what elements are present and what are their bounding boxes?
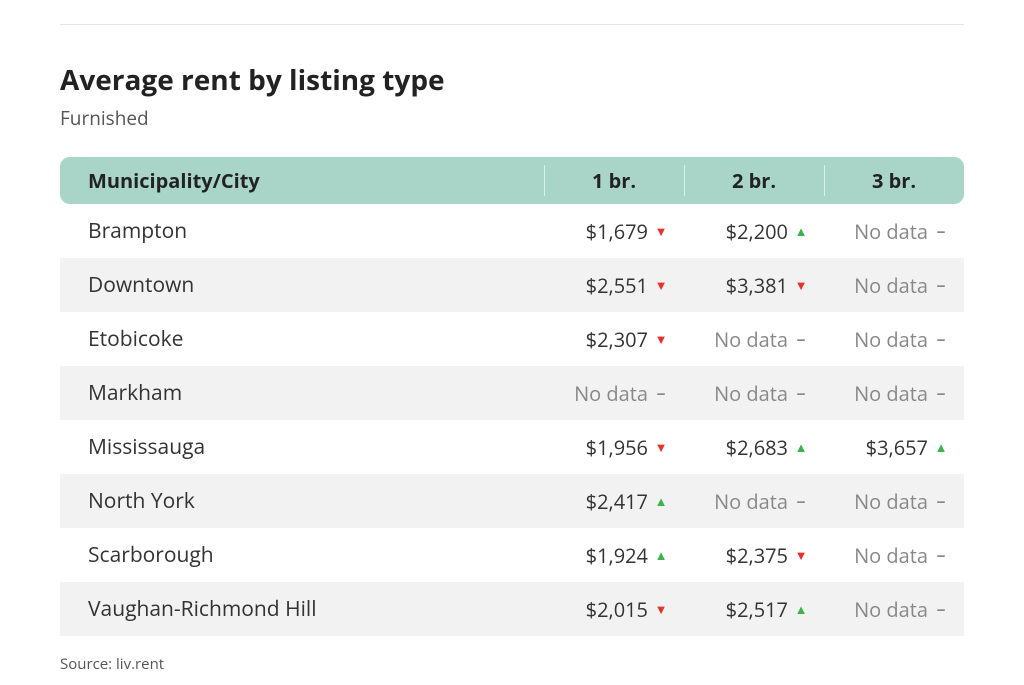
- cell-rent: No data–: [824, 258, 964, 312]
- rent-value: $1,679: [586, 218, 648, 245]
- trend-flat-icon: –: [934, 384, 948, 402]
- trend-down-icon: ▼: [654, 441, 668, 454]
- cell-city: Scarborough: [60, 528, 544, 582]
- page-subtitle: Furnished: [60, 105, 964, 131]
- cell-rent: $1,679 ▼: [544, 204, 684, 258]
- table-row: MarkhamNo data–No data–No data–: [60, 366, 964, 420]
- trend-flat-icon: –: [794, 492, 808, 510]
- cell-city: Downtown: [60, 258, 544, 312]
- rent-value: $2,417: [586, 488, 648, 515]
- cell-rent: No data–: [684, 474, 824, 528]
- trend-down-icon: ▼: [654, 333, 668, 346]
- table-row: Scarborough $1,924 ▲ $2,375 ▼ No data–: [60, 528, 964, 582]
- trend-down-icon: ▼: [654, 225, 668, 238]
- table-row: Downtown $2,551 ▼ $3,381 ▼ No data–: [60, 258, 964, 312]
- col-header-municipality: Municipality/City: [60, 157, 544, 204]
- trend-down-icon: ▼: [654, 279, 668, 292]
- cell-rent: $2,375 ▼: [684, 528, 824, 582]
- trend-up-icon: ▲: [934, 441, 948, 454]
- trend-flat-icon: –: [794, 330, 808, 348]
- page-title: Average rent by listing type: [60, 61, 964, 99]
- cell-rent: $2,417 ▲: [544, 474, 684, 528]
- cell-city: North York: [60, 474, 544, 528]
- rent-value: $2,683: [726, 434, 788, 461]
- rent-value: $2,200: [726, 218, 788, 245]
- cell-rent: $2,307 ▼: [544, 312, 684, 366]
- trend-flat-icon: –: [934, 222, 948, 240]
- cell-rent: No data–: [824, 204, 964, 258]
- cell-rent: No data–: [824, 312, 964, 366]
- cell-rent: $2,015 ▼: [544, 582, 684, 636]
- no-data-label: No data: [854, 596, 928, 623]
- cell-rent: $1,956 ▼: [544, 420, 684, 474]
- trend-up-icon: ▲: [794, 603, 808, 616]
- no-data-label: No data: [854, 272, 928, 299]
- table-header-row: Municipality/City 1 br. 2 br. 3 br.: [60, 157, 964, 204]
- rent-value: $2,551: [586, 272, 648, 299]
- col-header-3br: 3 br.: [824, 157, 964, 204]
- cell-rent: No data–: [824, 582, 964, 636]
- trend-up-icon: ▲: [654, 549, 668, 562]
- trend-flat-icon: –: [654, 384, 668, 402]
- cell-rent: No data–: [684, 312, 824, 366]
- no-data-label: No data: [854, 326, 928, 353]
- trend-up-icon: ▲: [794, 441, 808, 454]
- no-data-label: No data: [574, 380, 648, 407]
- cell-rent: No data–: [544, 366, 684, 420]
- cell-rent: $2,200 ▲: [684, 204, 824, 258]
- no-data-label: No data: [854, 218, 928, 245]
- no-data-label: No data: [854, 380, 928, 407]
- cell-rent: $2,551 ▼: [544, 258, 684, 312]
- trend-up-icon: ▲: [794, 225, 808, 238]
- rent-value: $2,517: [726, 596, 788, 623]
- cell-rent: No data–: [824, 474, 964, 528]
- trend-flat-icon: –: [934, 330, 948, 348]
- cell-city: Mississauga: [60, 420, 544, 474]
- table-body: Brampton$1,679▼$2,200▲No data–Downtown$2…: [60, 204, 964, 636]
- cell-rent: No data–: [824, 528, 964, 582]
- trend-flat-icon: –: [794, 384, 808, 402]
- col-header-2br: 2 br.: [684, 157, 824, 204]
- table-row: Mississauga $1,956 ▼ $2,683 ▲ $3,657 ▲: [60, 420, 964, 474]
- cell-rent: No data–: [824, 366, 964, 420]
- cell-city: Vaughan-Richmond Hill: [60, 582, 544, 636]
- cell-city: Brampton: [60, 204, 544, 258]
- trend-down-icon: ▼: [654, 603, 668, 616]
- source-label: Source: liv.rent: [60, 654, 964, 674]
- cell-rent: No data–: [684, 366, 824, 420]
- no-data-label: No data: [854, 488, 928, 515]
- rent-value: $2,375: [726, 542, 788, 569]
- rent-value: $1,924: [586, 542, 648, 569]
- table-row: Vaughan-Richmond Hill $2,015 ▼ $2,517 ▲ No da…: [60, 582, 964, 636]
- rent-value: $3,657: [866, 434, 928, 461]
- col-header-1br: 1 br.: [544, 157, 684, 204]
- rent-value: $3,381: [726, 272, 788, 299]
- rent-table: Municipality/City 1 br. 2 br. 3 br. Bram…: [60, 157, 964, 636]
- cell-rent: $2,683 ▲: [684, 420, 824, 474]
- no-data-label: No data: [714, 380, 788, 407]
- cell-city: Etobicoke: [60, 312, 544, 366]
- trend-flat-icon: –: [934, 492, 948, 510]
- cell-rent: $1,924 ▲: [544, 528, 684, 582]
- cell-rent: $2,517 ▲: [684, 582, 824, 636]
- trend-up-icon: ▲: [654, 495, 668, 508]
- top-divider: [60, 24, 964, 25]
- cell-city: Markham: [60, 366, 544, 420]
- trend-flat-icon: –: [934, 276, 948, 294]
- rent-value: $2,307: [586, 326, 648, 353]
- cell-rent: $3,657 ▲: [824, 420, 964, 474]
- rent-value: $2,015: [586, 596, 648, 623]
- table-row: North York$2,417▲No data–No data–: [60, 474, 964, 528]
- trend-down-icon: ▼: [794, 279, 808, 292]
- trend-flat-icon: –: [934, 600, 948, 618]
- no-data-label: No data: [714, 488, 788, 515]
- trend-flat-icon: –: [934, 546, 948, 564]
- table-row: Etobicoke$2,307▼No data–No data–: [60, 312, 964, 366]
- rent-value: $1,956: [586, 434, 648, 461]
- no-data-label: No data: [854, 542, 928, 569]
- cell-rent: $3,381 ▼: [684, 258, 824, 312]
- trend-down-icon: ▼: [794, 549, 808, 562]
- no-data-label: No data: [714, 326, 788, 353]
- table-row: Brampton $1,679 ▼ $2,200 ▲ No data–: [60, 204, 964, 258]
